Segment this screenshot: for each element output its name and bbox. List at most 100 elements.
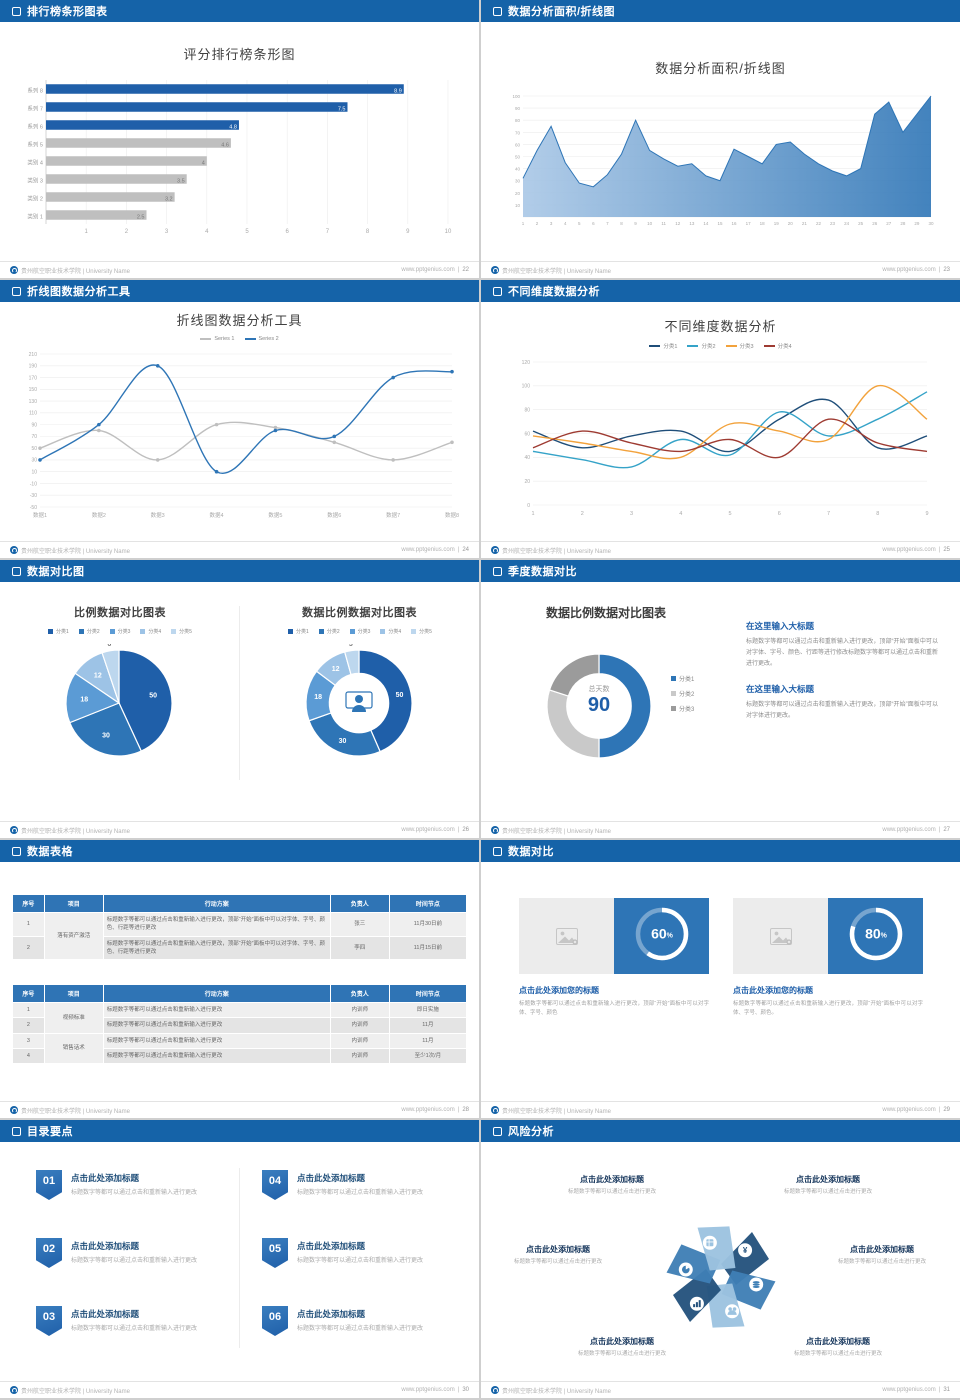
- block-body: 标题数字等都可以通过点击和重新输入进行更改，顶部“开始”面板中可以对字体、字号、…: [746, 639, 939, 667]
- legend-label: 分类5: [419, 629, 432, 635]
- logo-icon: [491, 826, 499, 834]
- slide-24[interactable]: 折线图数据分析工具 折线图数据分析工具 Series 1 Series 2 -50…: [0, 280, 479, 558]
- svg-text:40: 40: [524, 455, 530, 461]
- slide-header-title: 数据表格: [27, 846, 73, 858]
- slide-footer: 贵州航空职业技术学院 | University Name www.pptgeni…: [0, 261, 479, 278]
- slide-header-title: 数据对比: [508, 846, 554, 858]
- slide-footer: 贵州航空职业技术学院 | University Name www.pptgeni…: [481, 261, 960, 278]
- svg-text:类别 4: 类别 4: [27, 158, 43, 166]
- slide-27[interactable]: 季度数据对比 数据比例数据对比图表 总天数 90 分类1 分类2 分类3 在这里输入…: [481, 560, 960, 838]
- slide-22[interactable]: 排行榜条形图表 评分排行榜条形图 1 2 3 4 5 6 7 8 9 10 系列 8 8.9 系列 7 7…: [0, 0, 479, 278]
- slide-header-title: 目录要点: [27, 1126, 73, 1138]
- footer-site: www.pptgenius.com: [401, 267, 455, 273]
- svg-text:9: 9: [406, 229, 410, 235]
- progress-panel: 60%: [614, 898, 709, 974]
- donut-chart-title: 数据比例数据对比图表: [302, 607, 417, 619]
- legend-label: Series 2: [258, 336, 279, 342]
- number-badge: 03: [36, 1306, 62, 1336]
- svg-text:90: 90: [515, 106, 521, 111]
- slide-footer: 贵州航空职业技术学院 | University Name www.pptgeni…: [0, 541, 479, 558]
- legend-item: 分类2: [318, 628, 340, 635]
- legend-label: 分类4: [148, 629, 162, 635]
- card-body: 标题数字等都可以通过点击和重新输入进行更改，顶部“开始”面板中可以对字体、字号、…: [733, 1001, 923, 1017]
- picture-icon: [555, 927, 578, 945]
- toc-item[interactable]: 02 点击此处添加标题 标题数字等都可以通过点击和重新输入进行更改: [36, 1238, 231, 1268]
- image-placeholder[interactable]: [519, 898, 614, 974]
- risk-sub: 标题数字等都可以通过点击进行更改: [567, 1189, 656, 1195]
- svg-text:15: 15: [717, 221, 723, 226]
- legend-item: 分类4: [380, 628, 401, 635]
- slide-29[interactable]: 数据对比 60% 点击此处添加您的标题 标题数字等都可以通过点击和重新输入进行更…: [481, 840, 960, 1118]
- text-column: 在这里输入大标题 标题数字等都可以通过点击和重新输入进行更改，顶部“开始”面板中…: [746, 620, 938, 722]
- toc-sub: 标题数字等都可以通过点击和重新输入进行更改: [71, 1258, 198, 1264]
- card-title: 点击此处添加您的标题: [519, 986, 599, 995]
- slide-26[interactable]: 数据对比图 比例数据对比图表 数据比例数据对比图表 分类1 分类2 分类3 分类4 分类…: [0, 560, 479, 838]
- svg-text:50: 50: [31, 446, 37, 452]
- table-cell: 内训师: [329, 1047, 390, 1065]
- slide-25[interactable]: 不同维度数据分析 不同维度数据分析 分类1 分类2 分类3 分类4 0 20 40 60 80…: [481, 280, 960, 558]
- svg-text:4.8: 4.8: [229, 124, 237, 130]
- svg-text:5: 5: [578, 221, 581, 226]
- svg-text:7: 7: [827, 511, 830, 517]
- svg-text:100: 100: [522, 384, 531, 390]
- svg-text:5: 5: [245, 229, 249, 235]
- line-chart: -50 -30 -10 10 30 50 70 90 110 130 150 170 190 210 数据1…: [14, 350, 462, 520]
- square-bullet-icon: [493, 566, 502, 576]
- comparison-card: 80% 点击此处添加您的标题 标题数字等都可以通过点击和重新输入进行更改，顶部“…: [733, 898, 923, 1019]
- footer-org: 贵州航空职业技术学院 | University Name: [502, 828, 611, 835]
- legend-item: 分类1: [649, 342, 677, 350]
- table-cell: 标题数字等都可以通过点击和重新输入进行更改: [102, 1017, 331, 1034]
- footer-site: www.pptgenius.com: [401, 1107, 455, 1113]
- footer-site: www.pptgenius.com: [401, 547, 455, 553]
- legend-label: 分类1: [56, 629, 69, 635]
- svg-text:6: 6: [286, 229, 290, 235]
- svg-text:60: 60: [524, 431, 530, 437]
- legend-marker: [725, 345, 737, 347]
- logo-icon: [10, 826, 18, 834]
- chart-svg: 50 30 18 12 5: [305, 641, 413, 757]
- svg-text:12: 12: [675, 221, 681, 226]
- data-table: 序号 项目 行动方案 负责人 时间节点 1 落有资产激活 标题数字等都可以通过点击和重新输入进…: [12, 894, 468, 960]
- svg-text:50: 50: [396, 692, 404, 699]
- svg-text:2.5: 2.5: [137, 214, 145, 220]
- table-cell: 标题数字等都可以通过点击和重新输入进行更改: [102, 1047, 331, 1065]
- logo-icon: [491, 546, 499, 554]
- page-number: 29: [943, 1107, 950, 1113]
- slide-28[interactable]: 数据表格 序号 项目 行动方案 负责人 时间节点 1 落有资产激活 标题数字等都可以通过点击和…: [0, 840, 479, 1118]
- image-placeholder[interactable]: [733, 898, 828, 974]
- svg-text:24: 24: [844, 221, 850, 226]
- legend-label: 分类1: [296, 629, 309, 635]
- table-cell: 标题数字等都可以通过点击和重新输入进行更改，顶部“开始”面板中可以对字体、字号、…: [102, 935, 331, 960]
- svg-text:4: 4: [564, 221, 567, 226]
- svg-text:6: 6: [107, 644, 111, 648]
- slide-30[interactable]: 目录要点 01 点击此处添加标题 标题数字等都可以通过点击和重新输入进行更改 02…: [0, 1120, 479, 1398]
- table-cell: 11月30日前: [388, 912, 468, 937]
- svg-text:18: 18: [314, 694, 322, 701]
- footer-org: 贵州航空职业技术学院 | University Name: [21, 548, 130, 555]
- toc-item[interactable]: 06 点击此处添加标题 标题数字等都可以通过点击和重新输入进行更改: [262, 1306, 457, 1336]
- number-badge: 02: [36, 1238, 62, 1268]
- svg-text:19: 19: [774, 221, 780, 226]
- svg-text:3.2: 3.2: [165, 196, 173, 202]
- slide-23[interactable]: 数据分析面积/折线图 数据分析面积/折线图 10 20 30 40 50 60 70 80 90…: [481, 0, 960, 278]
- legend-marker: [78, 629, 84, 634]
- divider: [239, 1168, 240, 1348]
- toc-item[interactable]: 04 点击此处添加标题 标题数字等都可以通过点击和重新输入进行更改: [262, 1170, 457, 1200]
- table-row: 4 标题数字等都可以通过点击和重新输入进行更改 内训师 至少1次/月: [12, 1047, 468, 1065]
- table-row: 3 销售话术 标题数字等都可以通过点击和重新输入进行更改 内训师 11月: [12, 1032, 468, 1064]
- svg-text:30: 30: [515, 179, 521, 184]
- toc-item[interactable]: 05 点击此处添加标题 标题数字等都可以通过点击和重新输入进行更改: [262, 1238, 457, 1268]
- legend-marker: [140, 629, 146, 634]
- svg-text:¥: ¥: [743, 1246, 748, 1255]
- slide-31[interactable]: 风险分析 ¥ 点击此处添加标题 标题数字等都可以通过点击进行更改 点击此处添加标题…: [481, 1120, 960, 1398]
- square-bullet-icon: [493, 6, 502, 16]
- toc-item[interactable]: 03 点击此处添加标题 标题数字等都可以通过点击和重新输入进行更改: [36, 1306, 231, 1336]
- toc-item[interactable]: 01 点击此处添加标题 标题数字等都可以通过点击和重新输入进行更改: [36, 1170, 231, 1200]
- toc-sub: 标题数字等都可以通过点击和重新输入进行更改: [297, 1326, 424, 1332]
- table-cell: 标题数字等都可以通过点击和重新输入进行更改: [102, 1001, 331, 1019]
- svg-text:数据7: 数据7: [386, 511, 400, 519]
- risk-sub: 标题数字等都可以通过点击进行更改: [837, 1259, 926, 1265]
- slide-header-bar: 数据表格: [0, 840, 479, 862]
- svg-text:数据6: 数据6: [327, 511, 341, 519]
- table-cell: 标题数字等都可以通过点击和重新输入进行更改: [102, 1032, 331, 1049]
